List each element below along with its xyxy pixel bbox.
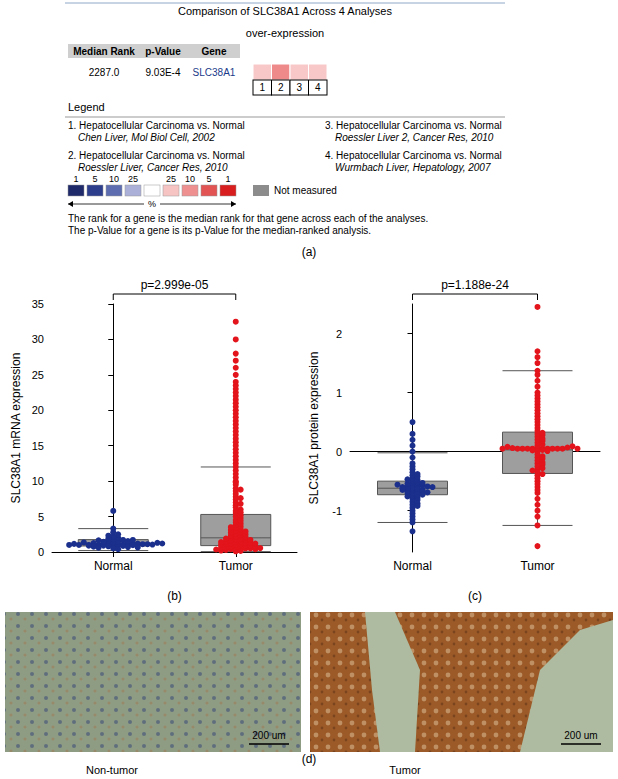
svg-text:p-Value: p-Value [145, 46, 181, 57]
svg-text:Wurmbach Liver, Hepatology, 20: Wurmbach Liver, Hepatology, 2007 [335, 162, 491, 173]
svg-text:1: 1 [336, 387, 342, 399]
svg-text:5: 5 [38, 511, 44, 523]
svg-text:1: 1 [259, 82, 265, 93]
svg-text:Roessler Liver 2, Cancer Res,: Roessler Liver 2, Cancer Res, 2010 [335, 132, 494, 143]
svg-text:2287.0: 2287.0 [89, 67, 120, 78]
svg-text:Normal: Normal [393, 559, 432, 573]
svg-text:4: 4 [315, 82, 321, 93]
svg-text:Tumor: Tumor [389, 764, 421, 776]
svg-text:Median Rank: Median Rank [73, 46, 135, 57]
svg-text:5: 5 [206, 174, 211, 184]
svg-text:SLC38A1 protein expression: SLC38A1 protein expression [307, 352, 321, 505]
svg-text:3. Hepatocellular Carcinoma vs: 3. Hepatocellular Carcinoma vs. Normal [325, 120, 502, 131]
svg-text:2: 2 [336, 328, 342, 340]
svg-text:SLC38A1: SLC38A1 [193, 67, 236, 78]
svg-text:2. Hepatocellular Carcinoma vs: 2. Hepatocellular Carcinoma vs. Normal [68, 150, 245, 161]
svg-text:10: 10 [32, 475, 44, 487]
svg-text:Tumor: Tumor [520, 559, 554, 573]
svg-text:Comparison of SLC38A1 Across 4: Comparison of SLC38A1 Across 4 Analyses [178, 5, 393, 17]
svg-text:1: 1 [225, 174, 230, 184]
svg-text:p=2.999e-05: p=2.999e-05 [141, 278, 209, 292]
svg-text:20: 20 [32, 404, 44, 416]
svg-text:SLC38A1 mRNA expression: SLC38A1 mRNA expression [9, 353, 23, 504]
svg-text:30: 30 [32, 333, 44, 345]
svg-text:200 um: 200 um [564, 730, 597, 741]
svg-text:Not measured: Not measured [274, 185, 337, 196]
svg-text:25: 25 [128, 174, 138, 184]
svg-text:2: 2 [278, 82, 284, 93]
svg-text:Tumor: Tumor [219, 559, 253, 573]
svg-text:Chen Liver, Mol Biol Cell, 200: Chen Liver, Mol Biol Cell, 2002 [78, 132, 215, 143]
svg-text:The p-Value for a gene is its: The p-Value for a gene is its p-Value fo… [68, 225, 371, 236]
svg-text:Gene: Gene [201, 46, 226, 57]
svg-text:(c): (c) [468, 589, 482, 603]
svg-text:The rank for a gene is the med: The rank for a gene is the median rank f… [68, 213, 428, 224]
svg-text:1: 1 [73, 174, 78, 184]
svg-text:Non-tumor: Non-tumor [86, 764, 138, 776]
svg-text:over-expression: over-expression [246, 27, 324, 39]
svg-text:200 um: 200 um [252, 730, 285, 741]
svg-text:15: 15 [32, 440, 44, 452]
svg-text:35: 35 [32, 298, 44, 310]
svg-text:3: 3 [296, 82, 302, 93]
svg-text:10: 10 [109, 174, 119, 184]
svg-text:1. Hepatocellular Carcinoma vs: 1. Hepatocellular Carcinoma vs. Normal [68, 120, 245, 131]
svg-text:0: 0 [38, 546, 44, 558]
svg-text:(d): (d) [302, 752, 317, 766]
svg-text:25: 25 [32, 369, 44, 381]
svg-text:Legend: Legend [68, 101, 105, 113]
svg-text:Roessler Liver, Cancer Res, 20: Roessler Liver, Cancer Res, 2010 [78, 162, 228, 173]
svg-text:%: % [148, 199, 156, 209]
svg-text:10: 10 [185, 174, 195, 184]
svg-text:-1: -1 [332, 505, 342, 517]
svg-text:4. Hepatocellular Carcinoma vs: 4. Hepatocellular Carcinoma vs. Normal [325, 150, 502, 161]
svg-text:25: 25 [166, 174, 176, 184]
svg-text:5: 5 [92, 174, 97, 184]
svg-text:0: 0 [336, 446, 342, 458]
svg-text:(a): (a) [302, 245, 317, 259]
svg-text:(b): (b) [167, 589, 182, 603]
svg-text:9.03E-4: 9.03E-4 [145, 67, 180, 78]
svg-text:Normal: Normal [94, 559, 133, 573]
svg-text:p=1.188e-24: p=1.188e-24 [441, 278, 509, 292]
